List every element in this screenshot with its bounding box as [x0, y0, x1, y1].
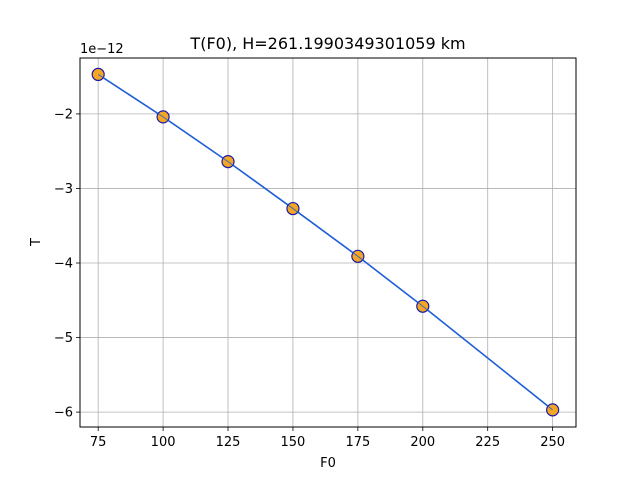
y-tick-label: −6: [54, 406, 73, 421]
series-group: [91, 67, 560, 417]
x-tick-label: 125: [216, 435, 241, 450]
data-point: [91, 67, 105, 82]
x-tick-label: 225: [475, 435, 500, 450]
y-tick-label: −3: [54, 182, 73, 197]
series-line-overlay: [97, 73, 553, 411]
x-tick-label: 250: [540, 435, 565, 450]
grid: [80, 58, 576, 427]
x-axis-label: F0: [320, 456, 336, 471]
x-tick-label: 75: [90, 435, 107, 450]
y-tick-label: −4: [54, 257, 73, 272]
y-tick-label: −5: [54, 331, 73, 346]
data-point: [546, 403, 560, 417]
y-tick-label: −2: [54, 107, 73, 122]
y-axis-ticks: −6 −5 −4 −3 −2: [54, 107, 80, 421]
x-tick-label: 150: [281, 435, 306, 450]
x-axis-ticks: 75 100 125 150 175 200 225 250: [90, 427, 565, 450]
y-offset-text: 1e−12: [80, 42, 124, 57]
x-tick-label: 175: [345, 435, 370, 450]
chart-title: T(F0), H=261.1990349301059 km: [189, 34, 465, 53]
y-axis-label: T: [29, 238, 44, 247]
plot-frame: [79, 57, 577, 428]
x-tick-label: 200: [410, 435, 435, 450]
x-tick-label: 100: [151, 435, 176, 450]
